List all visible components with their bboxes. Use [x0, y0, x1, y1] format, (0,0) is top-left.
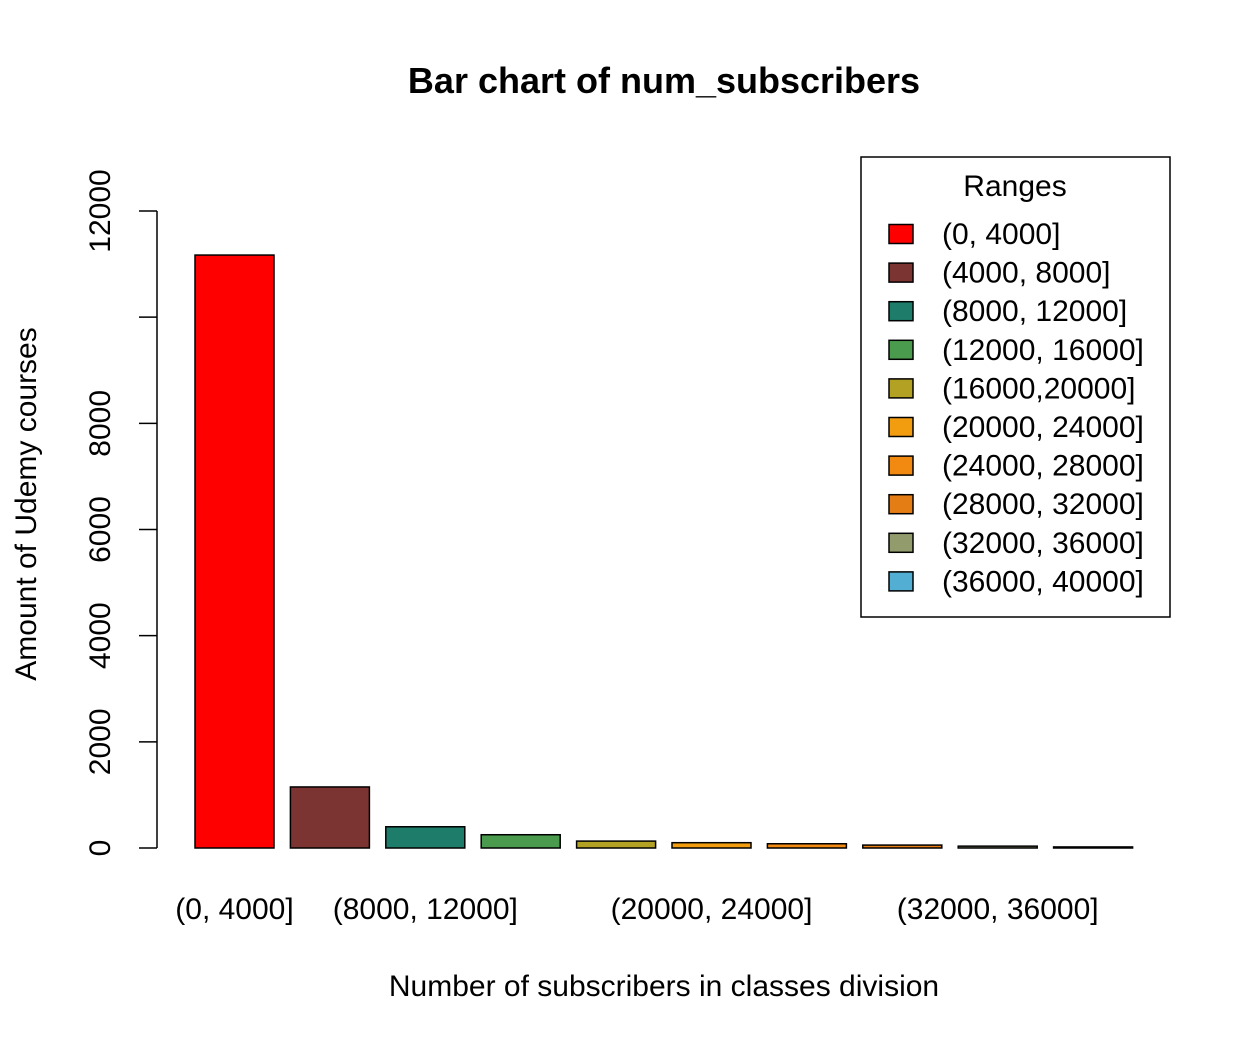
- legend-label-9: (36000, 40000]: [942, 565, 1144, 598]
- legend-label-5: (20000, 24000]: [942, 411, 1144, 444]
- bar-7: [862, 844, 943, 849]
- bar-5: [671, 841, 752, 849]
- bar-6: [766, 843, 848, 849]
- legend-label-2: (8000, 12000]: [942, 295, 1127, 328]
- y-tick-label: 8000: [84, 390, 117, 457]
- x-axis-tick-labels: (0, 4000] (8000, 12000] (20000, 24000] (320…: [175, 893, 1098, 926]
- legend-label-6: (24000, 28000]: [942, 450, 1144, 483]
- legend-swatch-6: [888, 455, 914, 476]
- y-tick-label: 12000: [84, 169, 117, 252]
- y-tick-label: 4000: [84, 602, 117, 669]
- chart-title: Bar chart of num_subscribers: [408, 60, 920, 101]
- y-tick-label: 6000: [84, 496, 117, 563]
- x-tick-label: (20000, 24000]: [611, 893, 813, 926]
- y-axis: 0 2000 4000 6000 8000 12000: [84, 169, 158, 857]
- legend-swatch-2: [888, 300, 914, 322]
- legend-entries: (0, 4000] (4000, 8000] (8000, 12000] (12000…: [888, 218, 1144, 598]
- legend-label-1: (4000, 8000]: [942, 257, 1110, 290]
- bar-1: [289, 786, 371, 849]
- bar-3: [480, 833, 561, 849]
- y-axis-label: Amount of Udemy courses: [10, 327, 43, 680]
- legend-label-3: (12000, 16000]: [942, 334, 1144, 367]
- legend-swatch-0: [888, 223, 914, 245]
- bar-0: [194, 254, 275, 849]
- bar-9: [1052, 846, 1134, 849]
- legend-swatch-8: [888, 532, 914, 554]
- x-tick-label: (8000, 12000]: [333, 893, 518, 926]
- y-tick-label: 0: [84, 840, 117, 857]
- legend-swatch-1: [888, 262, 914, 283]
- legend: Ranges (0, 4000] (4000, 8000] (8000, 12000…: [860, 156, 1171, 618]
- legend-label-0: (0, 4000]: [942, 218, 1060, 251]
- bars: [194, 254, 1134, 849]
- legend-label-4: (16000,20000]: [942, 372, 1136, 405]
- legend-label-8: (32000, 36000]: [942, 527, 1144, 560]
- legend-swatch-3: [888, 339, 914, 361]
- bar-2: [385, 826, 466, 849]
- legend-swatch-4: [888, 378, 914, 399]
- y-tick-label: 2000: [84, 708, 117, 775]
- bar-8: [957, 845, 1038, 849]
- legend-swatch-5: [888, 416, 914, 438]
- legend-title: Ranges: [963, 170, 1066, 203]
- legend-swatch-7: [888, 493, 914, 515]
- bar-4: [575, 840, 657, 849]
- legend-swatch-9: [888, 571, 914, 592]
- x-tick-label: (0, 4000]: [175, 893, 293, 926]
- x-axis-label: Number of subscribers in classes divisio…: [389, 970, 939, 1003]
- x-tick-label: (32000, 36000]: [897, 893, 1099, 926]
- legend-label-7: (28000, 32000]: [942, 488, 1144, 521]
